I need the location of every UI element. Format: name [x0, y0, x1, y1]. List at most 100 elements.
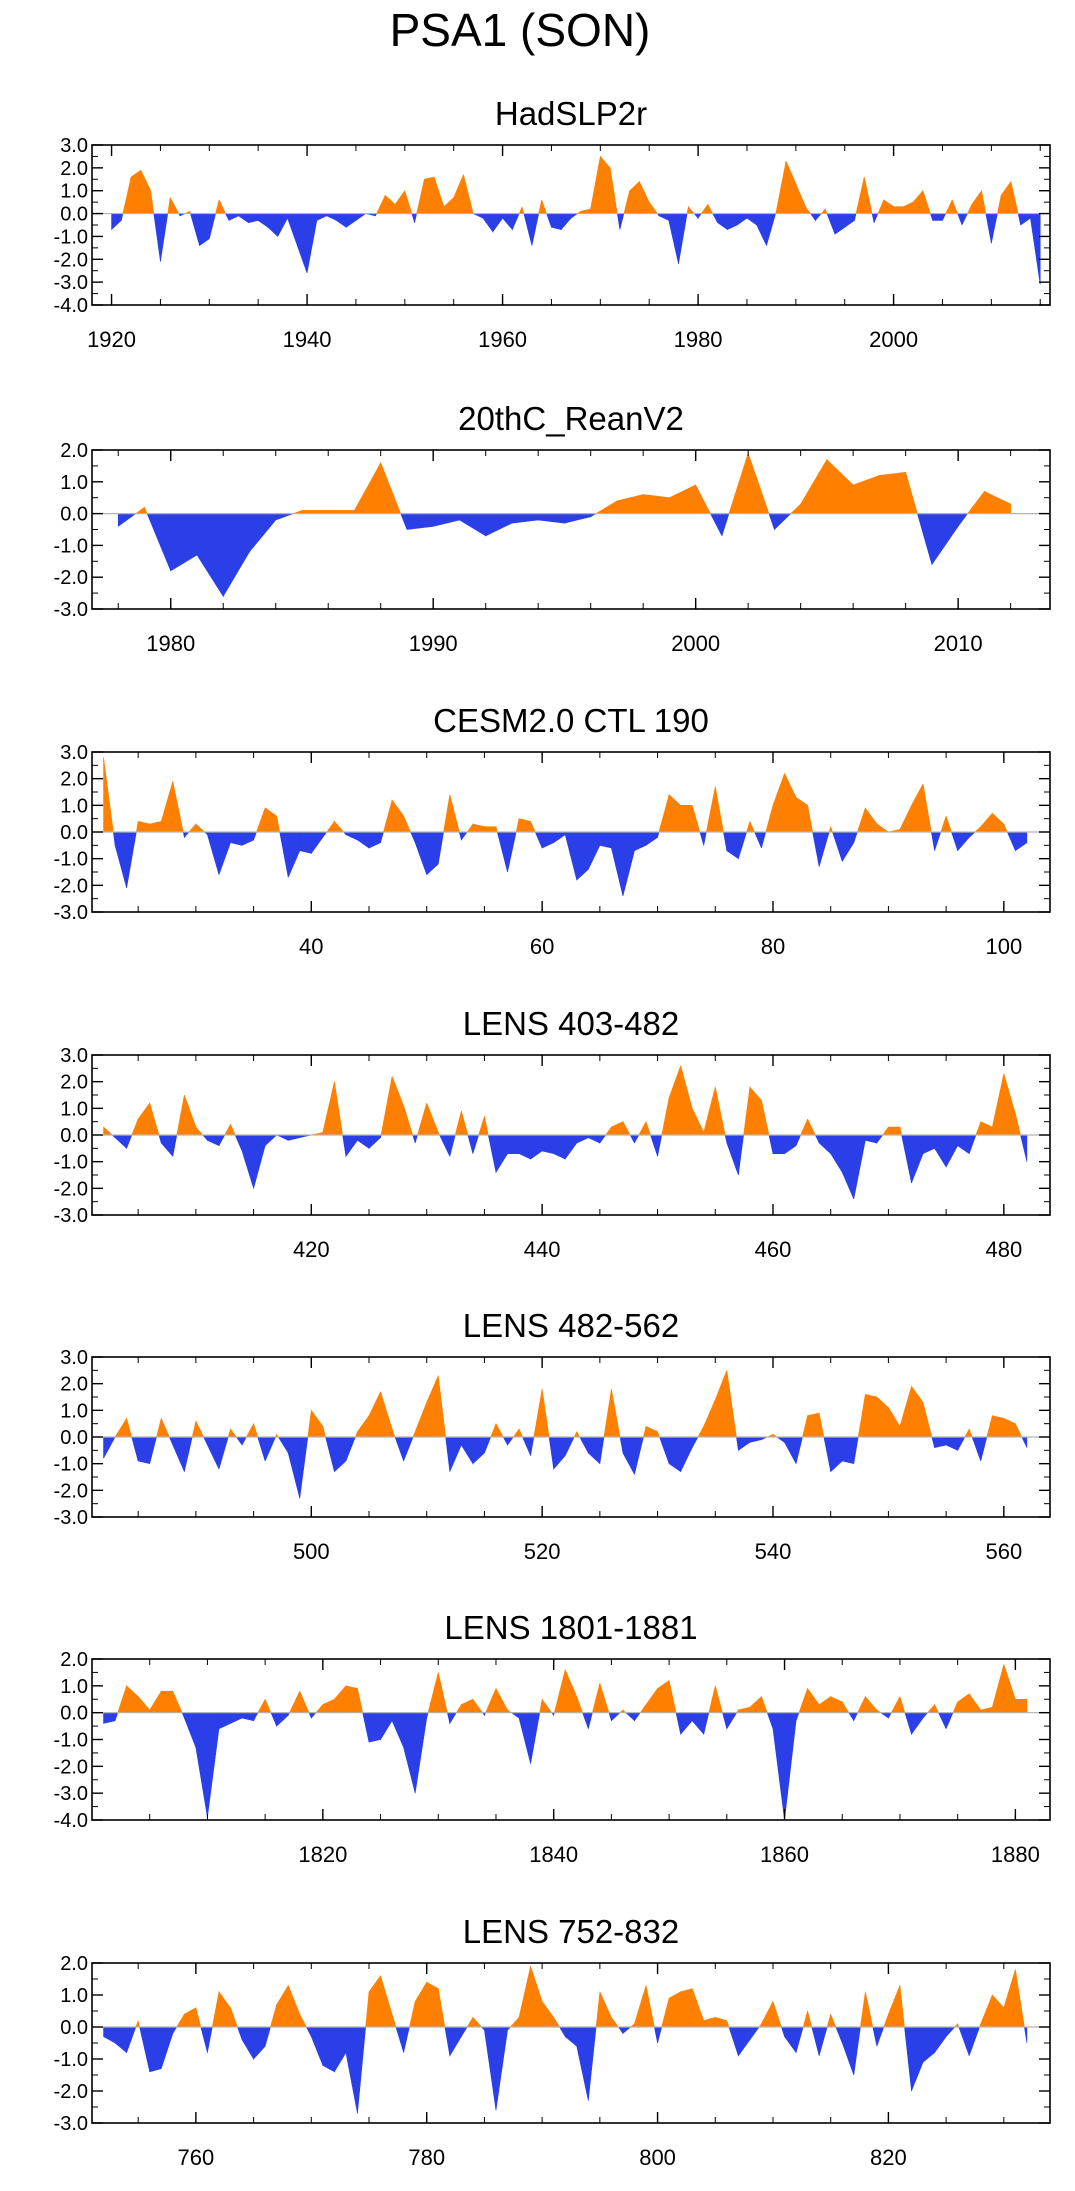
positive-area — [509, 2016, 520, 2028]
positive-area — [738, 1706, 751, 1713]
negative-area — [834, 213, 846, 235]
positive-area — [795, 796, 808, 833]
positive-area — [658, 794, 670, 833]
negative-area — [588, 1712, 593, 1729]
negative-area — [780, 2026, 785, 2037]
positive-area — [384, 194, 396, 214]
negative-area — [264, 2026, 271, 2047]
negative-area — [181, 1712, 185, 1719]
negative-area — [131, 1436, 139, 1462]
negative-area — [449, 1712, 457, 1725]
negative-area — [403, 2026, 410, 2053]
negative-area — [818, 1134, 832, 1155]
positive-area — [573, 1431, 578, 1438]
negative-area — [841, 831, 855, 863]
positive-area — [160, 781, 174, 833]
negative-area — [1015, 831, 1028, 852]
positive-area — [1003, 1073, 1016, 1136]
positive-area — [541, 2000, 554, 2028]
positive-area — [616, 494, 644, 514]
positive-area — [980, 812, 993, 833]
positive-area — [888, 1126, 901, 1136]
positive-area — [144, 507, 148, 514]
positive-area — [380, 1975, 393, 2028]
negative-area — [391, 1712, 404, 1748]
positive-area — [580, 208, 591, 214]
negative-area — [277, 1436, 289, 1455]
negative-area — [844, 213, 855, 228]
negative-area — [608, 1712, 612, 1721]
positive-area — [695, 484, 711, 514]
positive-area — [865, 807, 878, 833]
negative-area — [253, 1712, 259, 1721]
positive-area — [668, 1991, 681, 2028]
negative-area — [622, 1436, 635, 1475]
positive-area — [784, 773, 797, 833]
negative-area — [727, 213, 738, 231]
x-tick-label: 100 — [985, 934, 1022, 959]
positive-area — [800, 1118, 808, 1136]
negative-area — [257, 1436, 266, 1462]
negative-area — [1030, 213, 1041, 285]
positive-area — [538, 199, 542, 214]
negative-area — [761, 831, 767, 849]
positive-area — [798, 1688, 808, 1713]
positive-area — [1010, 181, 1019, 214]
chart-panel-6: LENS 1801-1881 2.0 1.0 0.0 -1.0 -2.0 -3.0 -4.0 1… — [54, 1609, 1051, 1867]
positive-area — [761, 1696, 768, 1713]
negative-area — [207, 1436, 220, 1470]
positive-area — [968, 1692, 982, 1713]
negative-area — [588, 2026, 597, 2101]
x-tick-label: 2000 — [671, 631, 720, 656]
positive-area — [156, 1418, 162, 1438]
positive-area — [1015, 1113, 1021, 1136]
positive-area — [334, 1081, 343, 1136]
positive-area — [865, 1695, 878, 1713]
y-tick-label: -1.0 — [54, 535, 88, 557]
positive-area — [957, 1693, 970, 1713]
positive-area — [691, 1988, 705, 2028]
positive-area — [705, 786, 716, 833]
negative-area — [355, 213, 367, 222]
negative-area — [564, 513, 591, 524]
positive-area — [934, 1704, 939, 1713]
negative-area — [276, 1712, 289, 1727]
negative-area — [922, 2026, 935, 2063]
negative-area — [768, 513, 775, 530]
negative-area — [267, 213, 279, 238]
negative-area — [703, 1712, 710, 1735]
negative-area — [345, 213, 357, 228]
negative-area — [228, 213, 239, 221]
x-tick-label: 2010 — [934, 631, 983, 656]
positive-area — [326, 820, 335, 833]
negative-area — [218, 1436, 229, 1470]
negative-area — [634, 1436, 644, 1475]
negative-area — [1020, 1134, 1028, 1162]
negative-area — [835, 2026, 843, 2044]
negative-area — [680, 1712, 693, 1735]
positive-area — [824, 208, 828, 214]
positive-area — [865, 1393, 878, 1438]
positive-area — [952, 1701, 958, 1713]
negative-area — [854, 213, 857, 221]
negative-area — [472, 1436, 485, 1465]
negative-area — [203, 1436, 208, 1446]
negative-area — [287, 831, 301, 878]
negative-area — [772, 1134, 785, 1154]
y-tick-label: 1.0 — [60, 795, 88, 817]
positive-area — [357, 1688, 364, 1713]
positive-area — [964, 1428, 970, 1438]
negative-area — [678, 213, 688, 264]
positive-area — [518, 818, 531, 833]
y-tick-label: -2.0 — [54, 1756, 88, 1778]
negative-area — [853, 831, 858, 843]
negative-area — [270, 1712, 277, 1727]
positive-area — [714, 1370, 728, 1438]
positive-area — [643, 1426, 647, 1438]
positive-area — [903, 201, 914, 214]
positive-area — [790, 503, 801, 514]
positive-area — [404, 190, 413, 214]
negative-area — [812, 831, 820, 867]
positive-area — [114, 1417, 127, 1438]
negative-area — [447, 1712, 451, 1724]
